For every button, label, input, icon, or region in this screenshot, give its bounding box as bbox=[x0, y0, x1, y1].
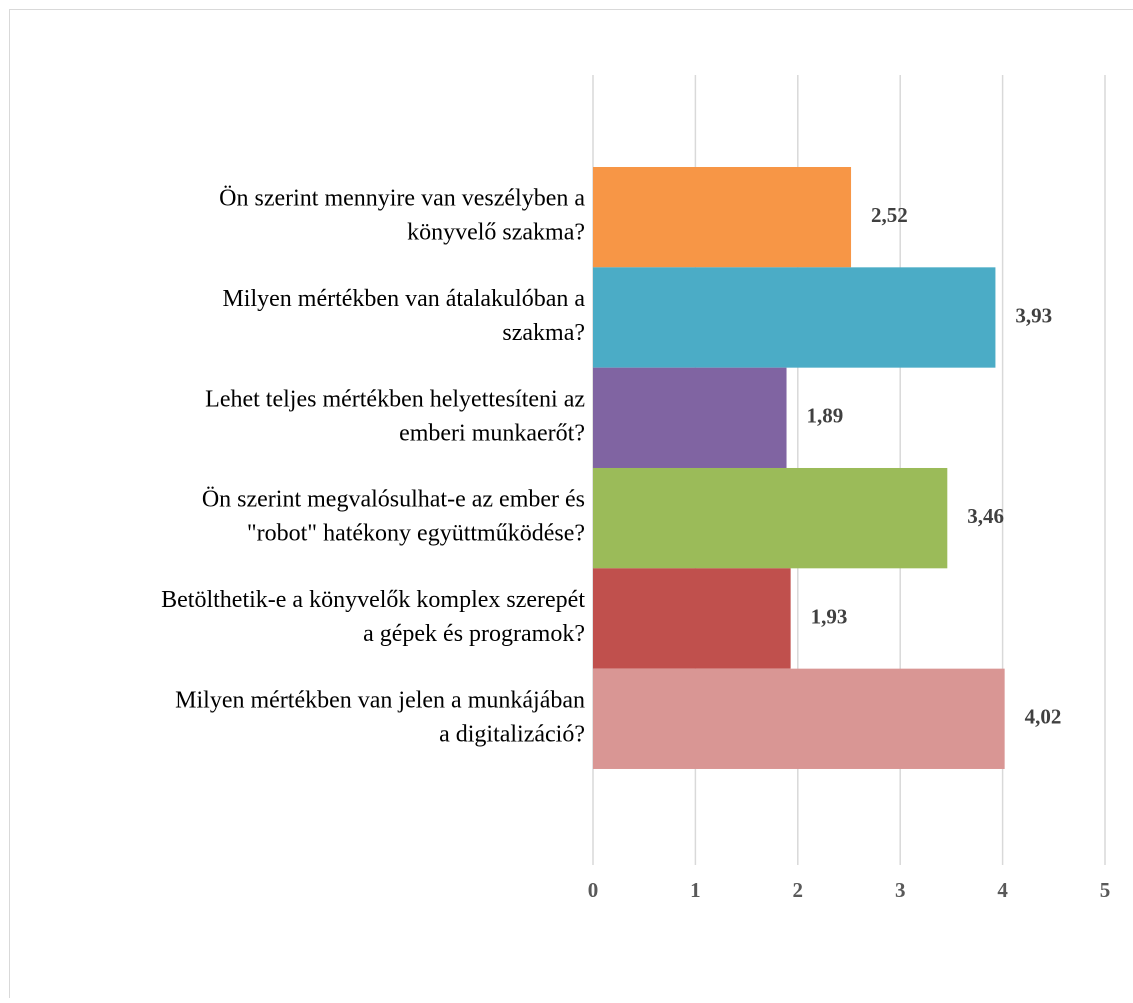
y-tick-label: "robot" hatékony együttműködése? bbox=[247, 521, 585, 547]
y-tick-label: Betölthetik-e a könyvelők komplex szerep… bbox=[161, 587, 585, 613]
bar bbox=[593, 669, 1005, 769]
x-tick-label: 4 bbox=[997, 878, 1008, 902]
bar bbox=[593, 167, 851, 267]
value-label: 1,89 bbox=[807, 404, 844, 428]
y-tick-label: könyvelő szakma? bbox=[407, 220, 585, 246]
y-tick-label: Ön szerint megvalósulhat-e az ember és bbox=[202, 487, 585, 513]
x-tick-label: 3 bbox=[895, 878, 906, 902]
x-tick-label: 0 bbox=[588, 878, 599, 902]
value-label: 3,46 bbox=[967, 504, 1004, 528]
value-label: 4,02 bbox=[1025, 705, 1062, 729]
bar bbox=[593, 267, 995, 367]
y-tick-label: Milyen mértékben van jelen a munkájában bbox=[175, 687, 585, 713]
y-tick-label: Lehet teljes mértékben helyettesíteni az bbox=[205, 386, 585, 412]
bar bbox=[593, 468, 947, 568]
y-tick-label: szakma? bbox=[502, 320, 585, 346]
bar bbox=[593, 568, 791, 668]
x-tick-label: 1 bbox=[690, 878, 701, 902]
bar bbox=[593, 368, 787, 468]
x-tick-label: 5 bbox=[1100, 878, 1111, 902]
y-tick-label: a gépek és programok? bbox=[363, 621, 585, 647]
y-tick-label: Ön szerint mennyire van veszélyben a bbox=[219, 186, 585, 212]
value-label: 1,93 bbox=[811, 604, 848, 628]
value-label: 3,93 bbox=[1015, 303, 1052, 327]
value-label: 2,52 bbox=[871, 203, 908, 227]
y-tick-label: a digitalizáció? bbox=[439, 721, 585, 747]
y-tick-label: emberi munkaerőt? bbox=[399, 420, 585, 446]
y-tick-label: Milyen mértékben van átalakulóban a bbox=[222, 286, 585, 312]
x-tick-label: 2 bbox=[793, 878, 804, 902]
